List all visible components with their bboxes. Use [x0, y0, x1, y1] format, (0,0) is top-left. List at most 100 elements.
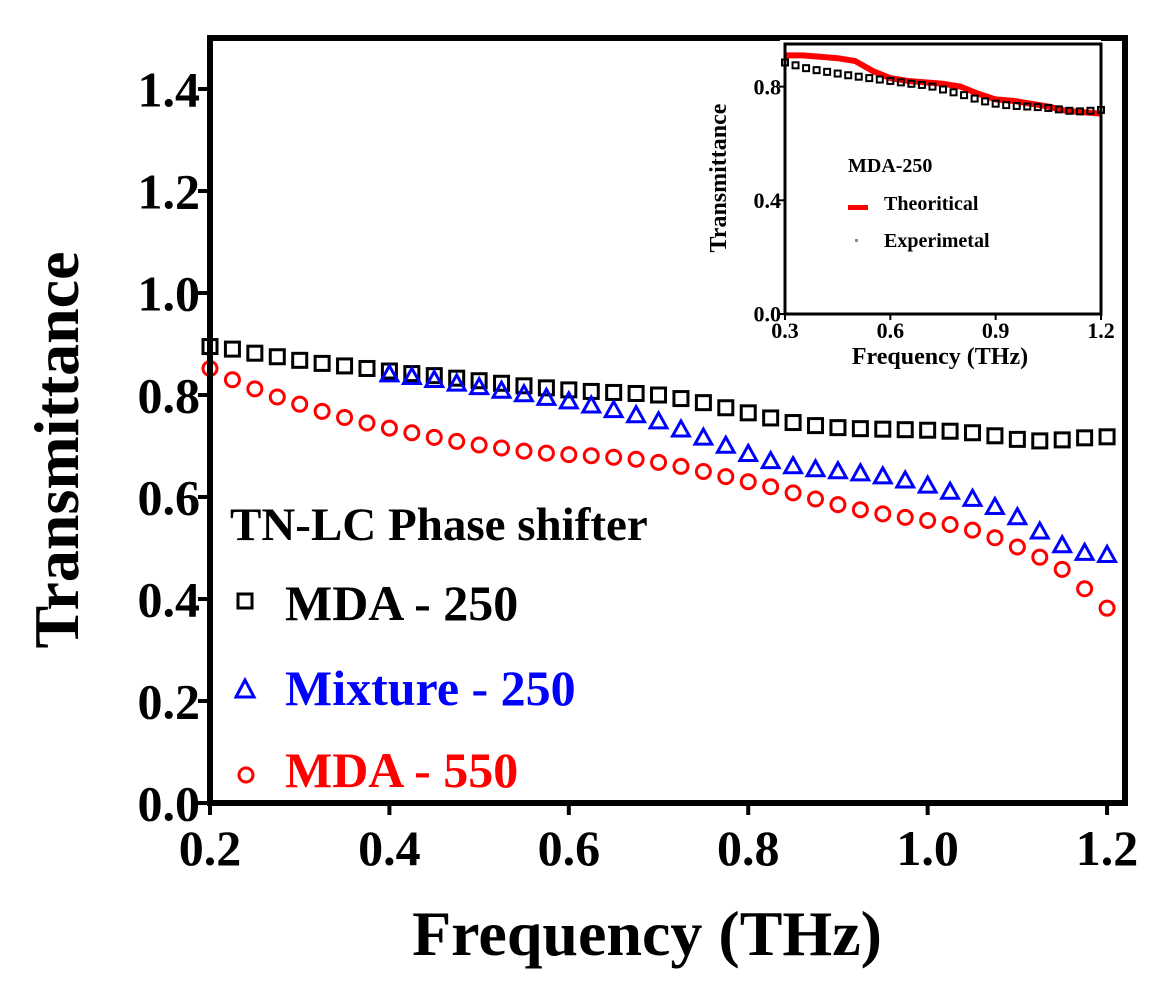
main-point-mda-550 [448, 432, 466, 450]
main-x-tick-label: 1.2 [1076, 820, 1139, 876]
legend-title: TN-LC Phase shifter [230, 499, 648, 551]
inset-point-experimetal [1044, 103, 1053, 112]
inset-line-theoritical [785, 52, 1102, 117]
main-point-mda-550 [941, 516, 959, 534]
main-point-mda-250 [246, 344, 264, 362]
main-point-mixture-250 [557, 389, 580, 410]
main-point-mda-550 [313, 402, 331, 420]
legend-label-mixture-250: Mixture - 250 [285, 660, 576, 716]
main-x-tick-label: 0.6 [538, 820, 601, 876]
inset-point-experimetal [981, 97, 990, 106]
main-point-mixture-250 [1028, 519, 1051, 540]
inset-y-tick-label: 0.4 [754, 188, 782, 213]
main-point-mda-250 [537, 379, 555, 397]
inset-point-experimetal [1086, 106, 1095, 115]
main-point-mixture-250 [1096, 543, 1119, 563]
main-point-mda-250 [336, 357, 354, 375]
main-point-mda-550 [1008, 538, 1026, 556]
inset-point-experimetal [1002, 101, 1011, 110]
main-point-mda-550 [403, 424, 421, 442]
main-point-mixture-250 [400, 365, 423, 385]
main-x-tick-label: 0.2 [179, 820, 242, 876]
inset-plot: 0.3 0.6 0.9 1.2 0.0 0.4 0.8 Frequency (THz) Tr… [706, 40, 1115, 370]
main-point-mda-250 [919, 421, 937, 439]
main-point-mda-250 [560, 381, 578, 399]
inset-y-axis-label: Transmittance [706, 103, 732, 252]
inset-series-theoritical [785, 52, 1102, 117]
main-point-mixture-250 [647, 409, 670, 430]
inset-point-experimetal [854, 72, 863, 81]
main-point-mixture-250 [535, 386, 558, 406]
main-point-mixture-250 [445, 371, 468, 392]
main-point-mda-550 [986, 529, 1004, 547]
inset-point-experimetal [802, 64, 811, 73]
main-point-mixture-250 [782, 454, 805, 475]
main-point-mda-250 [1008, 430, 1026, 448]
inset-legend-title: MDA-250 [848, 155, 932, 177]
main-point-mda-550 [470, 436, 488, 454]
main-point-mda-550 [605, 448, 623, 466]
main-series-mda-550 [201, 359, 1116, 617]
main-point-mda-550 [223, 371, 241, 389]
legend-marker-mda-250 [236, 592, 254, 610]
inset-point-experimetal [1065, 106, 1074, 115]
main-point-mda-550 [650, 453, 668, 471]
main-point-mda-550 [964, 521, 981, 539]
inset-plot-frame [783, 42, 1103, 316]
main-point-mda-550 [896, 508, 914, 526]
main-point-mixture-250 [894, 468, 917, 489]
main-point-mda-250 [1031, 432, 1049, 450]
inset-point-experimetal [791, 61, 800, 70]
main-y-tick-label: 1.0 [138, 266, 201, 322]
main-point-mixture-250 [1073, 541, 1096, 561]
main-point-mixture-250 [737, 442, 760, 462]
inset-series [781, 52, 1105, 117]
main-point-mda-250 [470, 372, 488, 390]
legend-marker-mda-550 [237, 766, 255, 784]
main-point-mixture-250 [849, 461, 872, 482]
main-point-mda-250 [717, 399, 735, 417]
inset-y-tick-label: 0.8 [754, 74, 782, 99]
main-point-mda-550 [291, 395, 309, 413]
main-point-mixture-250 [826, 459, 849, 480]
main-y-axis-label: Transmittance [21, 252, 92, 649]
inset-point-experimetal [917, 80, 926, 89]
main-point-mda-550 [762, 478, 780, 496]
main-y-tick-label: 0.4 [138, 572, 201, 628]
main-y-tick-label: 0.6 [138, 470, 201, 526]
main-point-mda-550 [829, 496, 847, 514]
main-x-tick-label: 1.0 [896, 820, 959, 876]
main-point-mda-250 [964, 424, 981, 442]
main-point-mda-250 [1053, 431, 1071, 449]
legend-marker-mixture-250 [233, 676, 257, 699]
main-point-mda-550 [380, 419, 398, 437]
main-point-mda-550 [717, 468, 735, 486]
main-x-axis-label: Frequency (THz) [412, 898, 882, 969]
main-legend: TN-LC Phase shifter MDA - 250 Mixture - … [230, 499, 648, 798]
inset-point-experimetal [812, 66, 821, 75]
inset-tick-labels: 0.3 0.6 0.9 1.2 0.0 0.4 0.8 [754, 74, 1115, 343]
main-point-mixture-250 [602, 398, 625, 419]
main-point-mda-550 [1076, 580, 1094, 598]
inset-legend-label-experimetal: Experimetal [884, 230, 990, 252]
main-point-mixture-250 [625, 403, 648, 424]
main-point-mda-550 [268, 388, 286, 406]
inset-point-experimetal [939, 85, 947, 94]
main-series-mda-250 [201, 338, 1116, 450]
inset-series-experimetal [781, 58, 1105, 116]
main-series-mixture-250 [378, 362, 1119, 563]
main-point-mda-250 [829, 419, 847, 437]
main-point-mixture-250 [759, 449, 782, 470]
inset-point-experimetal [865, 74, 874, 83]
main-point-mda-550 [1053, 560, 1071, 578]
main-point-mda-550 [874, 505, 892, 523]
main-point-mda-550 [807, 490, 825, 508]
main-point-mda-550 [919, 511, 937, 529]
main-point-mda-250 [493, 374, 511, 392]
main-point-mixture-250 [490, 379, 513, 399]
inset-legend-marker-experimetal [855, 239, 858, 242]
main-point-mda-550 [784, 484, 802, 502]
inset-x-tick-label: 1.2 [1087, 318, 1115, 343]
main-y-tick-label: 0.0 [138, 776, 201, 832]
